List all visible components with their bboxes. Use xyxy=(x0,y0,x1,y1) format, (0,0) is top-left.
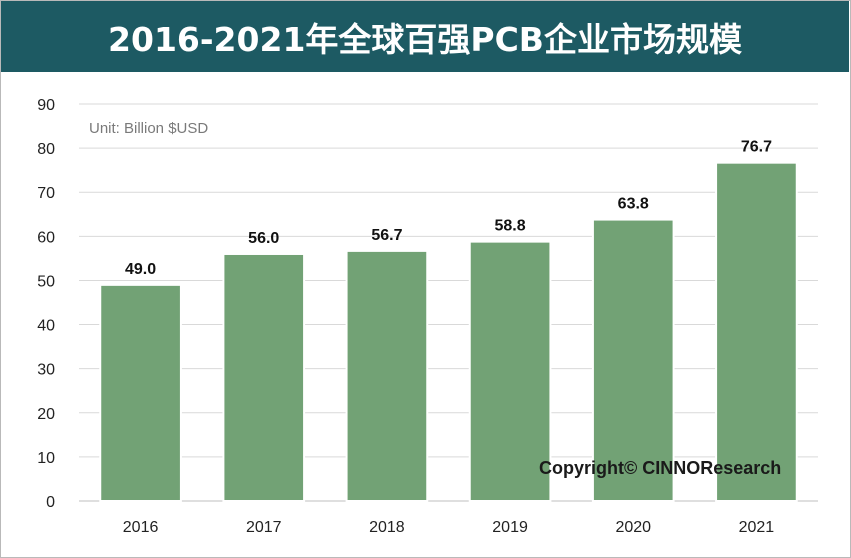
value-label-2018: 56.7 xyxy=(371,227,402,244)
chart-title: 2016-2021年全球百强PCB企业市场规模 xyxy=(108,19,742,59)
y-tick-label: 30 xyxy=(37,362,55,379)
x-tick-label-2018: 2018 xyxy=(369,519,405,536)
bar-2018 xyxy=(345,249,429,502)
y-tick-label: 10 xyxy=(37,450,55,467)
x-tick-label-2019: 2019 xyxy=(492,519,528,536)
bars xyxy=(99,161,798,502)
x-tick-label-2016: 2016 xyxy=(123,519,159,536)
unit-note: Unit: Billion $USD xyxy=(89,120,208,137)
title-bar: 2016-2021年全球百强PCB企业市场规模 xyxy=(1,1,849,72)
x-tick-label-2021: 2021 xyxy=(739,519,775,536)
y-tick-label: 0 xyxy=(46,494,55,511)
value-label-2021: 76.7 xyxy=(741,139,772,156)
y-tick-label: 80 xyxy=(37,141,55,158)
value-label-2017: 56.0 xyxy=(248,230,279,247)
bar-2016 xyxy=(99,283,182,502)
y-tick-label: 50 xyxy=(37,273,55,290)
bar-2017 xyxy=(222,252,306,502)
value-label-2020: 63.8 xyxy=(618,196,649,213)
x-tick-label-2017: 2017 xyxy=(246,519,282,536)
bar-2020 xyxy=(591,218,675,502)
y-tick-label: 20 xyxy=(37,406,55,423)
y-tick-label: 60 xyxy=(37,229,55,246)
y-tick-label: 70 xyxy=(37,185,55,202)
x-tick-label-2020: 2020 xyxy=(615,519,651,536)
value-label-2016: 49.0 xyxy=(125,261,156,278)
bar-2019 xyxy=(468,240,552,502)
value-labels: 49.0 56.0 56.7 58.8 63.8 76.7 xyxy=(125,139,772,278)
y-axis-ticks: 0 10 20 30 40 50 60 70 80 90 xyxy=(37,97,55,511)
gridlines xyxy=(79,103,818,502)
value-label-2019: 58.8 xyxy=(495,218,526,235)
y-tick-label: 90 xyxy=(37,97,55,114)
copyright-watermark: Copyright© CINNOResearch xyxy=(539,458,782,478)
bar-2021 xyxy=(715,161,798,502)
y-tick-label: 40 xyxy=(37,318,55,335)
x-axis-ticks: 2016 2017 2018 2019 2020 2021 xyxy=(123,519,775,536)
